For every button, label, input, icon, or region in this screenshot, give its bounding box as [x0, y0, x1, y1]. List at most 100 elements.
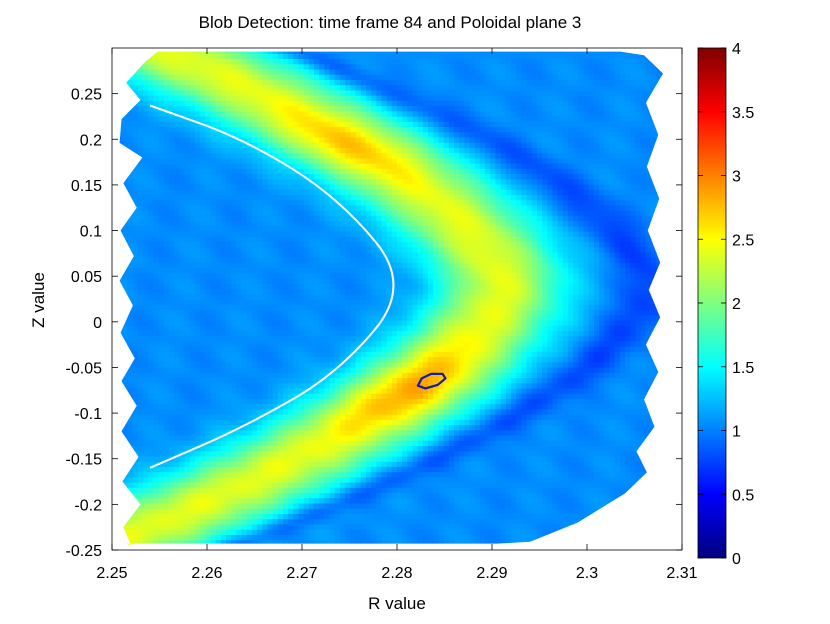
heatmap-cell [205, 529, 212, 535]
heatmap-cell [308, 51, 315, 54]
heatmap-cell [257, 293, 263, 300]
heatmap-cell [319, 246, 326, 253]
heatmap-cell [371, 100, 377, 107]
heatmap-cell [119, 335, 123, 342]
heatmap-cell [153, 257, 160, 263]
heatmap-cell [210, 377, 217, 384]
heatmap-cell [226, 194, 232, 201]
heatmap-cell [314, 534, 320, 541]
heatmap-cell [355, 110, 362, 117]
heatmap-cell [132, 325, 139, 331]
heatmap-cell [236, 445, 243, 452]
heatmap-cell [189, 366, 196, 373]
heatmap-cell [277, 79, 284, 86]
heatmap-cell [272, 440, 279, 447]
heatmap-cell [257, 398, 263, 405]
heatmap-cell [360, 319, 367, 326]
heatmap-cell [267, 455, 274, 462]
heatmap-cell [205, 482, 212, 488]
heatmap-cell [298, 246, 305, 253]
heatmap-cell [200, 163, 206, 169]
heatmap-cell [371, 466, 377, 473]
heatmap-cell [376, 497, 383, 504]
heatmap-cell [355, 58, 362, 65]
heatmap-cell [371, 346, 377, 352]
heatmap-cell [360, 53, 367, 60]
heatmap-cell [371, 225, 377, 232]
heatmap-cell [205, 236, 212, 243]
heatmap-cell [210, 518, 217, 525]
heatmap-cell [179, 299, 186, 305]
heatmap-cell [119, 502, 123, 509]
heatmap-cell [308, 84, 315, 91]
heatmap-cell [158, 366, 165, 373]
heatmap-cell [143, 335, 149, 342]
heatmap-cell [376, 272, 383, 279]
heatmap-cell [355, 319, 362, 326]
heatmap-cell [365, 513, 372, 520]
heatmap-cell [277, 194, 284, 201]
heatmap-cell [283, 377, 289, 384]
heatmap-cell [288, 340, 294, 347]
heatmap-cell [365, 529, 372, 535]
heatmap-cell [226, 471, 232, 478]
heatmap-cell [308, 53, 315, 60]
heatmap-cell [345, 351, 351, 358]
heatmap-cell [158, 53, 165, 60]
heatmap-cell [277, 293, 284, 300]
heatmap-cell [236, 361, 243, 368]
heatmap-cell [143, 74, 149, 80]
heatmap-cell [308, 434, 315, 441]
heatmap-cell [112, 461, 118, 467]
heatmap-cell [308, 136, 315, 143]
heatmap-cell [169, 51, 175, 54]
heatmap-cell [143, 455, 149, 462]
heatmap-cell [127, 168, 134, 175]
heatmap-cell [189, 74, 196, 80]
heatmap-cell [376, 466, 383, 473]
heatmap-cell [236, 147, 243, 154]
heatmap-cell [236, 476, 243, 483]
heatmap-cell [360, 398, 367, 405]
heatmap-cell [288, 178, 294, 185]
heatmap-cell [148, 408, 155, 415]
heatmap-cell [329, 487, 336, 494]
heatmap-cell [174, 372, 180, 379]
heatmap-cell [262, 74, 269, 80]
heatmap-cell [293, 126, 300, 133]
heatmap-cell [189, 231, 196, 237]
heatmap-cell [251, 440, 258, 447]
heatmap-cell [365, 215, 372, 222]
heatmap-cell [329, 492, 336, 499]
heatmap-cell [345, 299, 351, 305]
heatmap-cell [257, 529, 263, 535]
heatmap-cell [283, 58, 289, 65]
heatmap-cell [215, 246, 222, 253]
heatmap-cell [319, 178, 326, 185]
heatmap-cell [194, 372, 201, 379]
heatmap-cell [376, 225, 383, 232]
heatmap-cell [236, 523, 243, 530]
heatmap-cell [184, 434, 191, 441]
heatmap-cell [340, 319, 346, 326]
heatmap-cell [189, 414, 196, 420]
heatmap-cell [314, 471, 320, 478]
heatmap-cell [179, 502, 186, 509]
heatmap-cell [267, 204, 274, 211]
heatmap-cell [163, 471, 170, 478]
heatmap-cell [371, 440, 377, 447]
heatmap-cell [122, 84, 129, 91]
heatmap-cell [267, 340, 274, 347]
heatmap-cell [220, 136, 227, 143]
heatmap-cell [293, 455, 300, 462]
heatmap-cell [288, 513, 294, 520]
heatmap-cell [122, 267, 129, 274]
heatmap-cell [148, 126, 155, 133]
heatmap-cell [231, 309, 237, 316]
heatmap-cell [184, 372, 191, 379]
heatmap-cell [132, 79, 139, 86]
heatmap-cell [210, 372, 217, 379]
heatmap-cell [371, 194, 377, 201]
heatmap-cell [163, 372, 170, 379]
heatmap-cell [200, 330, 206, 337]
